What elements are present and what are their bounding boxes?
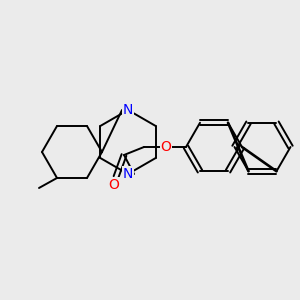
Text: N: N (123, 167, 133, 181)
Text: O: O (109, 178, 119, 192)
Text: N: N (123, 103, 133, 117)
Text: O: O (160, 140, 171, 154)
